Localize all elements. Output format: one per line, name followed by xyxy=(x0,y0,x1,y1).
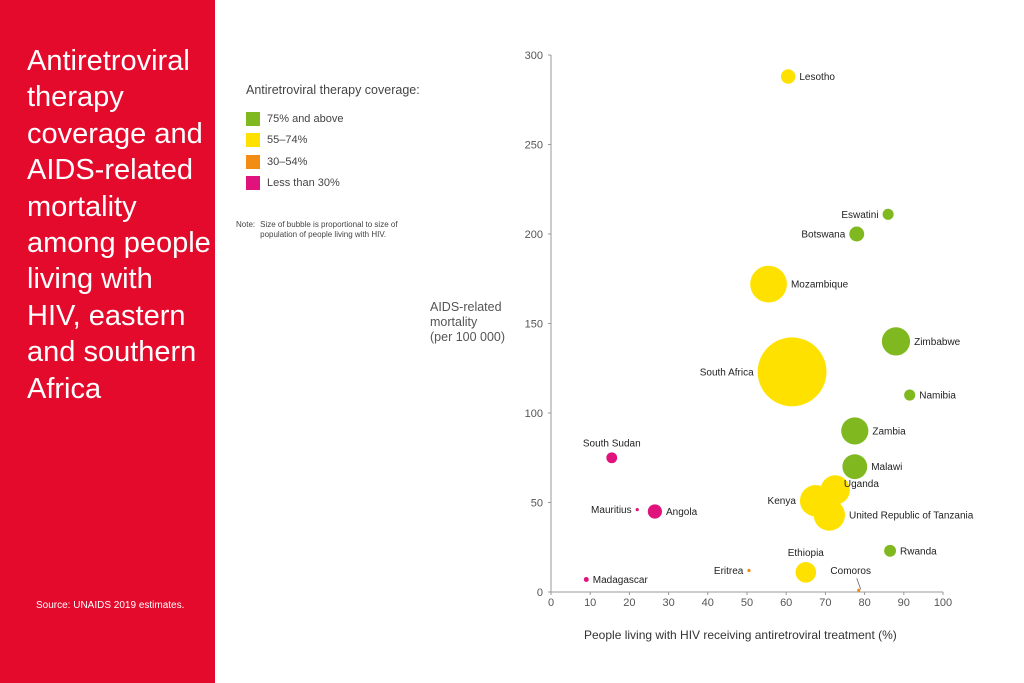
bubble-label: South Sudan xyxy=(583,438,641,449)
bubble-label: Malawi xyxy=(871,462,902,473)
bubble-eswatini xyxy=(882,208,894,220)
bubble-label: Zimbabwe xyxy=(914,337,961,348)
bubble-uganda xyxy=(820,475,850,505)
bubble-label: Botswana xyxy=(801,230,845,241)
bubble-angola xyxy=(647,504,663,519)
legend-swatch-orange xyxy=(246,154,260,169)
bubble-south-africa xyxy=(757,337,827,407)
x-tick-label: 50 xyxy=(741,597,753,609)
x-axis-label: People living with HIV receiving antiret… xyxy=(584,628,897,642)
bubble-mozambique xyxy=(750,265,787,303)
bubble-label: Uganda xyxy=(844,479,879,490)
bubble-label: Namibia xyxy=(919,391,956,402)
bubble-comoros xyxy=(857,588,861,592)
note-label: Note: xyxy=(236,220,256,229)
bubble-label: Comoros xyxy=(830,566,871,577)
legend-title: Antiretroviral therapy coverage: xyxy=(246,83,420,97)
bubble-botswana xyxy=(849,226,865,242)
bubble-label: Ethiopia xyxy=(788,548,825,559)
legend-swatch-green xyxy=(246,111,260,126)
x-tick-label: 40 xyxy=(702,597,714,609)
bubble-madagascar xyxy=(583,576,589,582)
bubble-united-republic-of-tanzania xyxy=(813,499,846,531)
y-axis-label-line: AIDS-related xyxy=(430,300,502,314)
bubble-label: Zambia xyxy=(872,426,906,437)
label-leader-line xyxy=(856,578,862,590)
bubble-label: United Republic of Tanzania xyxy=(849,511,974,522)
x-tick-label: 30 xyxy=(662,597,674,609)
bubble-mauritius xyxy=(635,508,639,512)
y-tick-label: 250 xyxy=(525,140,543,152)
bubble-label: Mauritius xyxy=(591,505,632,516)
legend-item-magenta: Less than 30% xyxy=(246,173,420,195)
y-axis-label-line: (per 100 000) xyxy=(430,330,506,344)
bubble-label: Lesotho xyxy=(799,72,835,83)
legend-swatch-magenta xyxy=(246,176,260,191)
legend-item-yellow: 55–74% xyxy=(246,130,420,152)
legend-item-orange: 30–54% xyxy=(246,151,420,173)
bubble-zambia xyxy=(841,417,869,445)
chart-legend: Antiretroviral therapy coverage: 75% and… xyxy=(246,83,420,194)
legend-label-magenta: Less than 30% xyxy=(267,177,340,190)
bubble-label: Eritrea xyxy=(714,566,744,577)
bubble-label: South Africa xyxy=(700,367,754,378)
x-tick-label: 100 xyxy=(934,597,952,609)
bubble-namibia xyxy=(904,389,916,401)
y-axis-label-line: mortality xyxy=(430,315,478,329)
y-axis-label: AIDS-related mortality (per 100 000) xyxy=(430,300,505,345)
y-tick-label: 300 xyxy=(525,50,543,62)
x-tick-label: 60 xyxy=(780,597,792,609)
y-tick-label: 100 xyxy=(525,408,543,420)
x-tick-label: 0 xyxy=(548,597,554,609)
y-tick-label: 150 xyxy=(525,319,543,331)
legend-swatch-yellow xyxy=(246,133,260,148)
y-tick-label: 200 xyxy=(525,229,543,241)
bubble-zimbabwe xyxy=(881,327,911,356)
bubble-label: Kenya xyxy=(768,496,797,507)
bubble-label: Eswatini xyxy=(841,210,878,221)
bubble-label: Rwanda xyxy=(900,546,937,557)
bubble-rwanda xyxy=(884,544,897,557)
source-note: Source: UNAIDS 2019 estimates. xyxy=(36,600,185,611)
bubble-lesotho xyxy=(780,69,796,84)
bubble-size-note: Note: Size of bubble is proportional to … xyxy=(236,220,425,240)
legend-item-green: 75% and above xyxy=(246,108,420,130)
x-tick-label: 20 xyxy=(623,597,635,609)
bubble-malawi xyxy=(842,454,868,480)
bubble-label: Mozambique xyxy=(791,280,849,291)
sidebar-panel: Antiretroviral therapy coverage and AIDS… xyxy=(0,0,215,683)
x-tick-label: 80 xyxy=(858,597,870,609)
bubble-ethiopia xyxy=(795,562,817,583)
x-tick-label: 10 xyxy=(584,597,596,609)
y-tick-label: 50 xyxy=(531,498,543,510)
bubble-label: Angola xyxy=(666,507,698,518)
note-text: Size of bubble is proportional to size o… xyxy=(260,220,398,239)
bubble-eritrea xyxy=(747,568,751,573)
bubble-south-sudan xyxy=(606,452,618,464)
bubble-label: Madagascar xyxy=(593,575,649,586)
legend-label-green: 75% and above xyxy=(267,112,344,125)
legend-label-orange: 30–54% xyxy=(267,155,308,168)
page-title: Antiretroviral therapy coverage and AIDS… xyxy=(27,45,211,405)
y-tick-label: 0 xyxy=(537,587,543,599)
legend-label-yellow: 55–74% xyxy=(267,134,308,147)
x-tick-label: 90 xyxy=(898,597,910,609)
x-tick-label: 70 xyxy=(819,597,831,609)
